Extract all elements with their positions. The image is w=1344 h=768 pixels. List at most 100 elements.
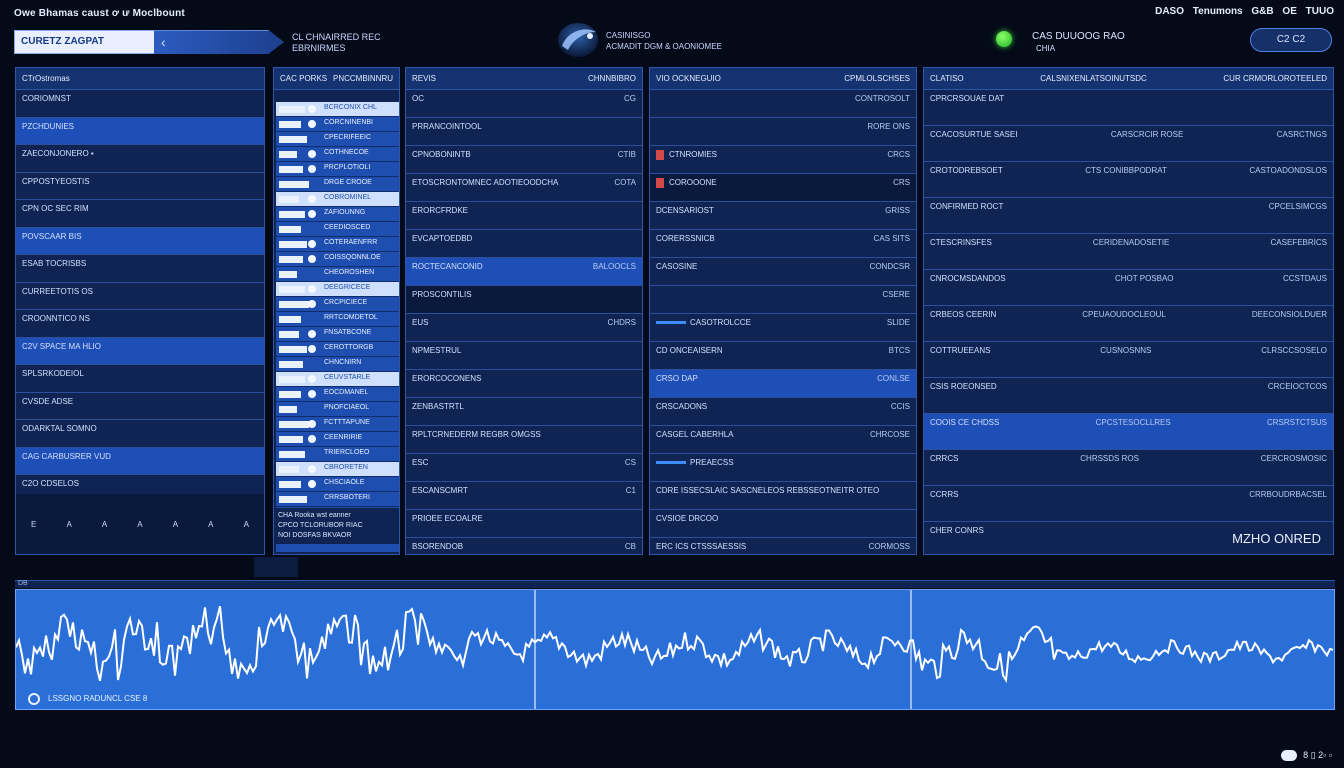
table-row[interactable]: COOIS CE CHDSS CPCSTESOCLLRES CRSRSTCTSUS xyxy=(924,414,1333,450)
grid-row[interactable]: CEROTTORGB xyxy=(276,342,399,357)
table-row[interactable]: CRRCS CHRSSDS ROS CERCROSMOSIC xyxy=(924,450,1333,486)
table-row[interactable]: CASOSINE CONDCSR xyxy=(650,258,916,286)
list-item[interactable]: ZAECONJONERO ▪ xyxy=(16,145,264,173)
table-row[interactable]: ESCANSCMRT C1 xyxy=(406,482,642,510)
list-item[interactable]: PZCHDUNIES xyxy=(16,117,264,145)
grid-row[interactable]: EOCDMANEL xyxy=(276,387,399,402)
list-item[interactable]: CPPOSTYEOSTIS xyxy=(16,173,264,200)
grid-row[interactable]: TRIERCLOEO xyxy=(276,447,399,462)
table-row[interactable]: PRIOEE ECOALRE xyxy=(406,510,642,538)
grid-row[interactable]: CRRSBOTERI xyxy=(276,492,399,507)
table-row[interactable]: CVSIOE DRCOO xyxy=(650,510,916,538)
table-row[interactable]: BSORENDOB CB xyxy=(406,538,642,554)
table-row[interactable]: CTNROMIES CRCS xyxy=(650,146,916,174)
table-row[interactable]: CCACOSURTUE SASEI CARSCRCIR ROSE CASRCTNGS xyxy=(924,126,1333,162)
table-row[interactable]: ESC CS xyxy=(406,454,642,482)
table-row[interactable]: CD ONCEAISERN BTCS xyxy=(650,342,916,370)
grid-row[interactable]: CBRORETEN xyxy=(276,462,399,477)
menu-item-4[interactable]: OE xyxy=(1282,6,1297,17)
grid-row[interactable]: FNSATBCONE xyxy=(276,327,399,342)
table-row[interactable]: CRBEOS CEERIN CPEUAOUDOCLEOUL DEECONSIOLDU… xyxy=(924,306,1333,342)
grid-row[interactable]: CORCNINENBI xyxy=(276,117,399,132)
table-row[interactable]: PROSCONTILIS xyxy=(406,286,642,314)
table-row[interactable]: CCRRS CRRBOUDRBACSEL xyxy=(924,486,1333,522)
list-item[interactable]: CURREETOTIS OS xyxy=(16,283,264,310)
grid-row[interactable]: RRTCOMDETOL xyxy=(276,312,399,327)
search-input[interactable]: CURETZ ZAGPAT xyxy=(14,30,156,54)
grid-row[interactable]: CHSCIAOLE xyxy=(276,477,399,492)
table-row[interactable]: ROCTECANCONID BALOOCLS xyxy=(406,258,642,286)
table-row[interactable]: CPNOBONINTB CTIB xyxy=(406,146,642,174)
grid-row[interactable]: CHNCNIRN xyxy=(276,357,399,372)
table-row[interactable]: ERORCFRDKE xyxy=(406,202,642,230)
list-item[interactable]: ESAB TOCRISBS xyxy=(16,255,264,283)
grid-row[interactable]: COTERAENFRR xyxy=(276,237,399,252)
grid-row[interactable]: DRGE CROOE xyxy=(276,177,399,192)
table-row[interactable]: RPLTCRNEDERM REGBR OMGSS xyxy=(406,426,642,454)
table-row[interactable]: ZENBASTRTL xyxy=(406,398,642,426)
table-row[interactable]: CNROCMSDANDOS CHOT POSBAO CCSTDAUS xyxy=(924,270,1333,306)
table-row[interactable]: CTESCRINSFES CERIDENADOSETIE CASEFEBRICS xyxy=(924,234,1333,270)
waveform-play-icon[interactable] xyxy=(28,693,40,705)
grid-row[interactable]: PNOFCIAEOL xyxy=(276,402,399,417)
table-row[interactable]: CHER CONRS xyxy=(924,522,1333,554)
table-row[interactable]: CDRE ISSECSLAIC SASCNELEOS REBSSEOTNEITR… xyxy=(650,482,916,510)
chat-icon[interactable] xyxy=(1280,750,1297,762)
table-row[interactable]: NPMESTRUL xyxy=(406,342,642,370)
table-row[interactable]: PRRANCOINTOOL xyxy=(406,118,642,146)
grid-row[interactable]: CEENRIRIE xyxy=(276,432,399,447)
grid-row[interactable]: FCTTTAPUNE xyxy=(276,417,399,432)
grid-row[interactable]: CEEDIOSCED xyxy=(276,222,399,237)
grid-row[interactable]: COBROMINEL xyxy=(276,192,399,207)
grid-row[interactable]: CHEOROSHEN xyxy=(276,267,399,282)
menu-item-2[interactable]: Tenumons xyxy=(1192,6,1243,17)
header-action-button[interactable]: C2 C2 xyxy=(1250,28,1332,52)
grid-row[interactable]: CRCPICIECE xyxy=(276,297,399,312)
grid-row[interactable]: CPECRIFEEIC xyxy=(276,132,399,147)
table-row[interactable]: PREAECSS xyxy=(650,454,916,482)
table-row[interactable]: EUS CHDRS xyxy=(406,314,642,342)
table-row[interactable]: CSERE xyxy=(650,286,916,314)
table-row[interactable]: CONFIRMED ROCT CPCELSIMCGS xyxy=(924,198,1333,234)
menu-item-1[interactable]: DASO xyxy=(1155,6,1185,17)
menu-item-5[interactable]: TUUO xyxy=(1305,6,1334,17)
list-item[interactable]: CORIOMNST xyxy=(16,90,264,118)
scroll-handle[interactable] xyxy=(254,557,298,577)
table-row[interactable]: ETOSCRONTOMNEC ADOTIEOODCHA COTA xyxy=(406,174,642,202)
grid-row[interactable]: PRCPLOTIOLI xyxy=(276,162,399,177)
grid-row[interactable]: DEEGRICECE xyxy=(276,282,399,297)
list-item[interactable]: CVSDE ADSE xyxy=(16,393,264,420)
table-row[interactable]: ERORCOCONENS xyxy=(406,370,642,398)
list-item[interactable]: ODARKTAL SOMNO xyxy=(16,420,264,448)
grid-row[interactable]: ZAFIOUNNG xyxy=(276,207,399,222)
list-item[interactable]: C2V SPACE MA HLIO xyxy=(16,337,264,365)
table-row[interactable]: CONTROSOLT xyxy=(650,90,916,118)
table-row[interactable]: COTTRUEEANS CUSNOSNNS CLRSCCSOSELO xyxy=(924,342,1333,378)
table-row[interactable]: ERC ICS CTSSSAESSIS CORMOSS xyxy=(650,538,916,554)
search-submit[interactable] xyxy=(154,30,284,54)
list-item[interactable]: CPN OC SEC RIM xyxy=(16,200,264,228)
table-row[interactable]: CASGEL CABERHLA CHRCOSE xyxy=(650,426,916,454)
list-item[interactable]: CROONNTICO NS xyxy=(16,310,264,338)
grid-row[interactable]: COTHNECOE xyxy=(276,147,399,162)
back-arrow-icon[interactable]: ‹ xyxy=(161,34,166,50)
grid-row[interactable]: CEUVSTARLE xyxy=(276,372,399,387)
table-row[interactable]: CRSO DAP CONLSE xyxy=(650,370,916,398)
list-item[interactable]: POVSCAAR BIS xyxy=(16,227,264,255)
table-row[interactable]: CORERSSNICB CAS SITS xyxy=(650,230,916,258)
menu-item-3[interactable]: G&B xyxy=(1251,6,1274,17)
table-row[interactable]: CPRCRSOUAE DAT xyxy=(924,90,1333,126)
table-row[interactable]: RORE ONS xyxy=(650,118,916,146)
list-item[interactable]: CAG CARBUSRER VUD xyxy=(16,447,264,475)
table-row[interactable]: CASOTROLCCE SLIDE xyxy=(650,314,916,342)
table-row[interactable]: CSIS ROEONSED CRCEIOCTCOS xyxy=(924,378,1333,414)
table-row[interactable]: OC CG xyxy=(406,90,642,118)
grid-row[interactable]: COISSQONNLOE xyxy=(276,252,399,267)
table-row[interactable]: EVCAPTOEDBD xyxy=(406,230,642,258)
list-item[interactable]: SPLSRKODEIOL xyxy=(16,365,264,393)
table-row[interactable]: COROOONE CRS xyxy=(650,174,916,202)
table-row[interactable]: DCENSARIOST GRISS xyxy=(650,202,916,230)
table-row[interactable]: CRSCADONS CCIS xyxy=(650,398,916,426)
grid-row[interactable]: BCRCONIX CHL xyxy=(276,102,399,117)
table-row[interactable]: CROTODREBSOET CTS CONIBBPODRAT CASTOADONDS… xyxy=(924,162,1333,198)
